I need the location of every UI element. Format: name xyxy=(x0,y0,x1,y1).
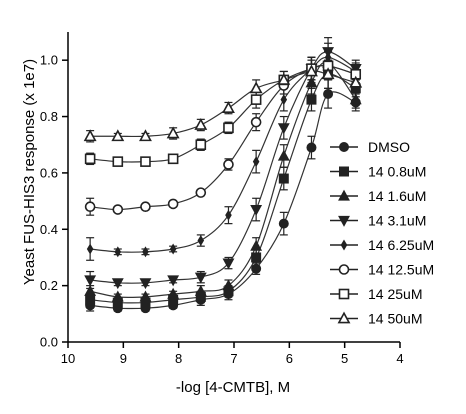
data-point xyxy=(86,243,94,255)
legend-marker xyxy=(338,288,350,300)
data-point xyxy=(250,116,262,128)
legend-marker xyxy=(339,166,349,177)
data-point xyxy=(167,198,179,210)
data-point xyxy=(139,278,152,290)
y-tick-label: 0.4 xyxy=(40,222,58,237)
x-tick-label: 10 xyxy=(61,351,75,366)
data-point xyxy=(166,126,180,139)
data-point xyxy=(278,218,289,229)
data-point xyxy=(250,94,262,105)
data-point xyxy=(85,294,96,305)
y-tick-label: 0.2 xyxy=(40,278,58,293)
data-point xyxy=(197,235,205,247)
data-point xyxy=(305,76,318,88)
legend-marker xyxy=(340,239,348,251)
data-point xyxy=(84,275,97,287)
data-point xyxy=(278,173,289,184)
data-point xyxy=(249,81,263,94)
data-point xyxy=(140,156,151,167)
data-point xyxy=(112,204,124,215)
data-point xyxy=(140,201,151,213)
legend-label: 14 25uM xyxy=(368,286,422,302)
data-point xyxy=(222,101,235,113)
data-point xyxy=(349,75,363,88)
legend-label: DMSO xyxy=(368,139,410,155)
error-bars xyxy=(86,37,360,312)
data-point xyxy=(252,156,260,168)
data-point xyxy=(323,89,334,99)
data-point xyxy=(306,94,317,105)
y-tick-label: 0.8 xyxy=(40,109,58,124)
data-point xyxy=(306,142,317,153)
data-point xyxy=(222,279,235,291)
data-point xyxy=(111,129,125,142)
legend-marker xyxy=(338,264,350,275)
data-point xyxy=(142,246,149,258)
data-point xyxy=(277,149,290,161)
legend-marker xyxy=(337,311,351,324)
y-axis-label: Yeast FUS-HIS3 response (x 1e7) xyxy=(21,59,38,285)
x-axis-label: -log [4-CMTB], M xyxy=(176,379,290,396)
legend-label: 14 0.8uM xyxy=(368,164,426,180)
axes: 10 9 8 7 6 5 4 0.0 0.2 0.4 0.6 0.8 1.0 xyxy=(40,32,404,366)
y-tick-label: 1.0 xyxy=(40,53,58,68)
data-point xyxy=(114,246,122,258)
data-point xyxy=(112,156,124,167)
data-point xyxy=(139,129,152,142)
legend-label: 14 3.1uM xyxy=(368,213,426,229)
data-point xyxy=(167,275,180,287)
data-point xyxy=(167,153,179,165)
x-tick-label: 6 xyxy=(286,351,293,366)
x-tick-label: 5 xyxy=(341,351,348,366)
data-point xyxy=(195,187,207,198)
legend-marker xyxy=(338,189,350,201)
y-tick-label: 0.0 xyxy=(40,335,58,350)
data-point xyxy=(169,243,177,255)
legend-marker xyxy=(339,142,349,152)
data-point xyxy=(277,72,291,85)
x-tick-label: 4 xyxy=(396,351,403,366)
legend-marker xyxy=(338,215,350,227)
data-point xyxy=(223,159,234,170)
data-point xyxy=(251,263,262,274)
data-point xyxy=(225,209,232,221)
x-tick-label: 9 xyxy=(120,351,127,366)
legend: DMSO 14 0.8uM 14 1.6uM 14 3.1uM 14 6.25uM 14 … xyxy=(330,139,434,327)
data-point xyxy=(111,278,124,290)
data-point xyxy=(194,284,207,296)
data-point xyxy=(194,118,208,130)
legend-label: 14 1.6uM xyxy=(368,188,426,204)
data-point xyxy=(222,258,235,270)
data-point xyxy=(250,239,263,251)
x-tick-label: 8 xyxy=(175,351,182,366)
legend-label: 14 12.5uM xyxy=(368,262,434,278)
data-point xyxy=(84,284,97,296)
data-point xyxy=(251,252,262,263)
legend-label: 14 6.25uM xyxy=(368,237,434,253)
x-tick-label: 7 xyxy=(230,351,237,366)
data-point xyxy=(139,290,152,302)
legend-label: 14 50uM xyxy=(368,311,422,327)
data-point xyxy=(167,287,180,299)
data-point xyxy=(84,153,96,165)
data-point xyxy=(321,67,335,80)
data-points xyxy=(83,47,363,314)
fit-curves xyxy=(90,51,357,310)
data-point xyxy=(305,64,318,77)
data-point xyxy=(223,122,234,134)
data-point xyxy=(280,94,288,106)
fit-curve xyxy=(90,91,356,310)
data-point xyxy=(250,204,263,216)
data-point xyxy=(195,139,207,151)
data-point xyxy=(349,93,362,105)
data-point xyxy=(277,123,290,135)
y-tick-label: 0.6 xyxy=(40,165,58,180)
data-point xyxy=(111,290,124,302)
data-point xyxy=(83,129,97,142)
data-point xyxy=(194,272,207,284)
data-point xyxy=(84,201,96,213)
